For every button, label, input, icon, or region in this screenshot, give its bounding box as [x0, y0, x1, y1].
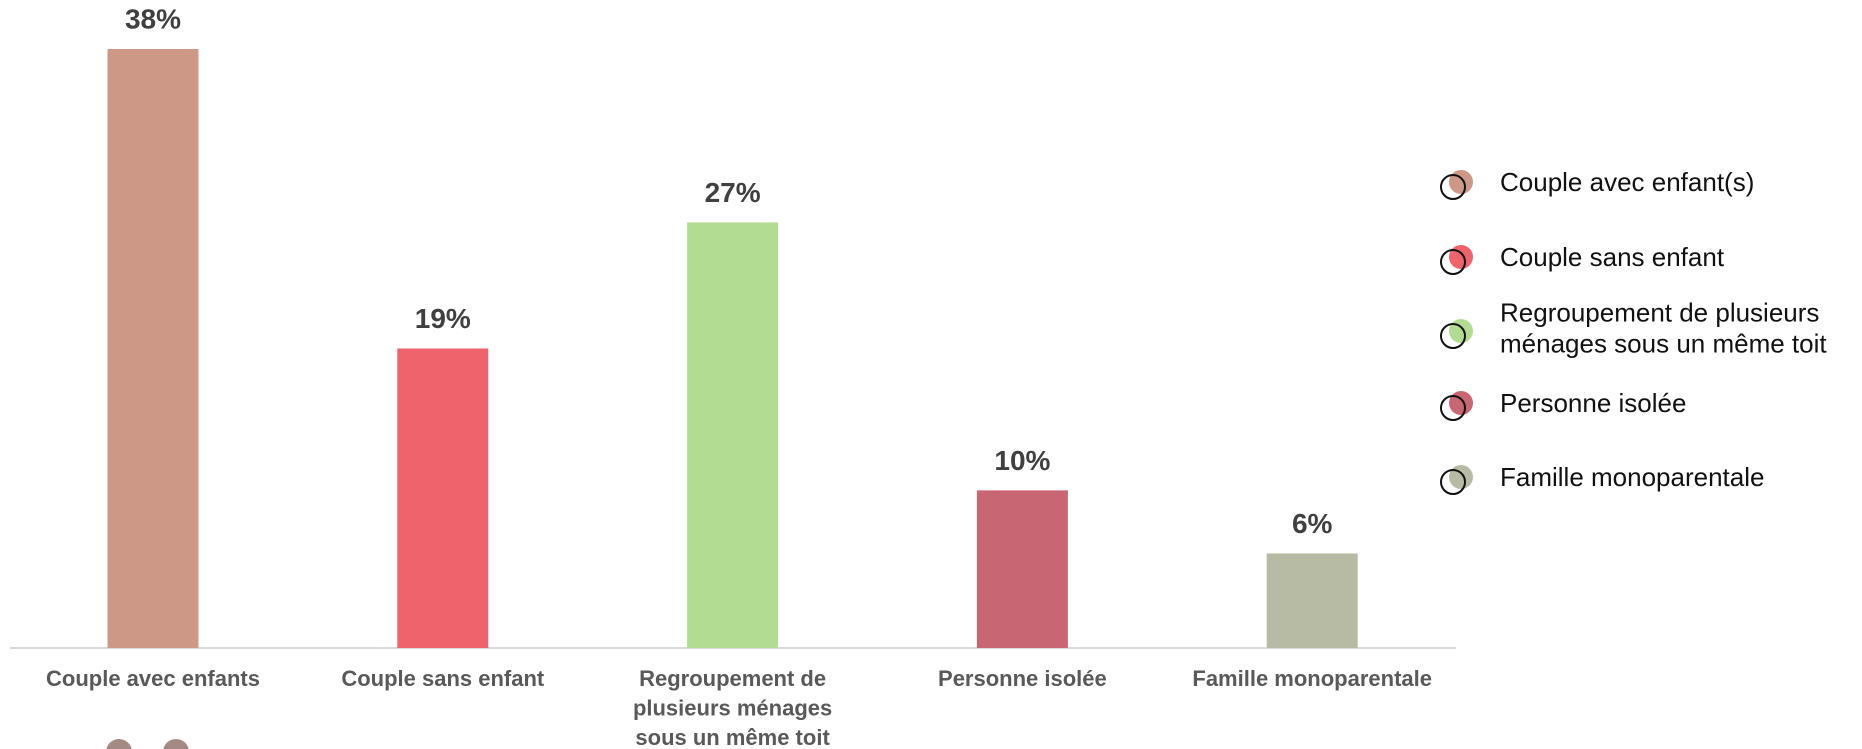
legend-swatch [1449, 245, 1473, 269]
legend-swatch [1449, 170, 1473, 194]
legend-swatch [1449, 391, 1473, 415]
legend-label: ménages sous un même toit [1500, 328, 1827, 358]
data-label: 27% [705, 177, 761, 208]
legend-swatch [1449, 465, 1473, 489]
x-tick-label: Regroupement de [639, 666, 826, 691]
legend-ring [1440, 395, 1466, 421]
legend-label: Couple sans enfant [1500, 242, 1725, 272]
decoration [163, 739, 189, 749]
x-tick-label: sous un même toit [635, 725, 830, 749]
bar [107, 49, 199, 648]
legend-label: Personne isolée [1500, 388, 1686, 418]
legend-label: Regroupement de plusieurs [1500, 297, 1819, 327]
legend-ring [1440, 469, 1466, 495]
x-tick-label: Famille monoparentale [1192, 666, 1432, 691]
data-label: 6% [1292, 508, 1333, 539]
x-tick-label: plusieurs ménages [633, 695, 832, 720]
decoration [106, 739, 132, 749]
legend-label: Famille monoparentale [1500, 462, 1764, 492]
x-tick-label: Personne isolée [938, 666, 1107, 691]
legend-ring [1440, 249, 1466, 275]
data-label: 10% [994, 445, 1050, 476]
bar [1266, 553, 1358, 648]
data-label: 19% [415, 303, 471, 334]
bar [687, 222, 779, 649]
bar [976, 490, 1068, 648]
legend-label: Couple avec enfant(s) [1500, 167, 1754, 197]
bar [397, 348, 489, 648]
data-label: 38% [125, 3, 181, 34]
legend-swatch [1449, 319, 1473, 343]
x-tick-label: Couple sans enfant [341, 666, 545, 691]
x-tick-label: Couple avec enfants [46, 666, 260, 691]
legend-ring [1440, 174, 1466, 200]
legend-ring [1440, 323, 1466, 349]
